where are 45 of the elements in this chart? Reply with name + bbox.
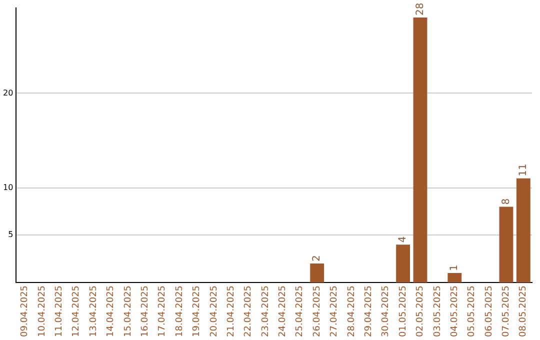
y-tick-label: 20 <box>2 88 14 98</box>
x-tick-label: 11.04.2025 <box>54 285 65 337</box>
x-tick-label: 10.04.2025 <box>37 285 48 337</box>
x-tick-label: 04.05.2025 <box>450 285 460 337</box>
bar <box>413 17 428 282</box>
y-tick-label: 5 <box>8 230 14 240</box>
data-label: 8 <box>500 198 512 205</box>
x-tick-label: 03.05.2025 <box>432 285 443 337</box>
x-tick-label: 30.04.2025 <box>381 285 392 337</box>
x-tick-label: 14.04.2025 <box>106 285 116 337</box>
x-tick-label: 08.05.2025 <box>518 285 529 337</box>
x-tick-label: 24.04.2025 <box>278 285 288 337</box>
x-tick-label: 26.04.2025 <box>312 285 322 337</box>
x-tick-label: 19.04.2025 <box>192 285 202 337</box>
x-tick-label: 07.05.2025 <box>502 285 512 337</box>
x-tick-label: 25.04.2025 <box>295 285 306 337</box>
bar <box>396 244 410 282</box>
x-tick-label: 21.04.2025 <box>226 285 236 337</box>
data-label: 4 <box>398 236 409 243</box>
x-tick-label: 22.04.2025 <box>244 285 254 337</box>
x-tick-label: 28.04.2025 <box>346 285 357 337</box>
data-label: 11 <box>518 164 529 176</box>
x-tick-label: 09.04.2025 <box>20 285 30 337</box>
x-tick-label: 18.04.2025 <box>174 285 185 337</box>
x-tick-label: 16.04.2025 <box>140 285 150 337</box>
bar <box>499 206 514 282</box>
x-tick-label: 17.04.2025 <box>158 285 168 337</box>
x-tick-label: 02.05.2025 <box>416 285 426 337</box>
bar <box>516 178 530 282</box>
x-tick-label: 23.04.2025 <box>260 285 271 337</box>
x-tick-label: 29.04.2025 <box>364 285 374 337</box>
x-tick-label: 15.04.2025 <box>123 285 134 337</box>
x-tick-label: 12.04.2025 <box>72 285 82 337</box>
bar <box>448 273 462 282</box>
x-tick-label: 13.04.2025 <box>88 285 99 337</box>
data-label: 1 <box>449 264 460 272</box>
bar <box>310 264 324 282</box>
x-tick-label: 20.04.2025 <box>209 285 220 337</box>
y-tick-label: 10 <box>2 182 14 192</box>
x-tick-label: 06.05.2025 <box>484 285 494 337</box>
x-tick-label: 27.04.2025 <box>330 285 340 337</box>
x-tick-label: 05.05.2025 <box>467 285 478 337</box>
x-tick-label: 01.05.2025 <box>398 285 408 337</box>
data-label: 28 <box>414 2 426 16</box>
data-label: 2 <box>312 255 323 262</box>
